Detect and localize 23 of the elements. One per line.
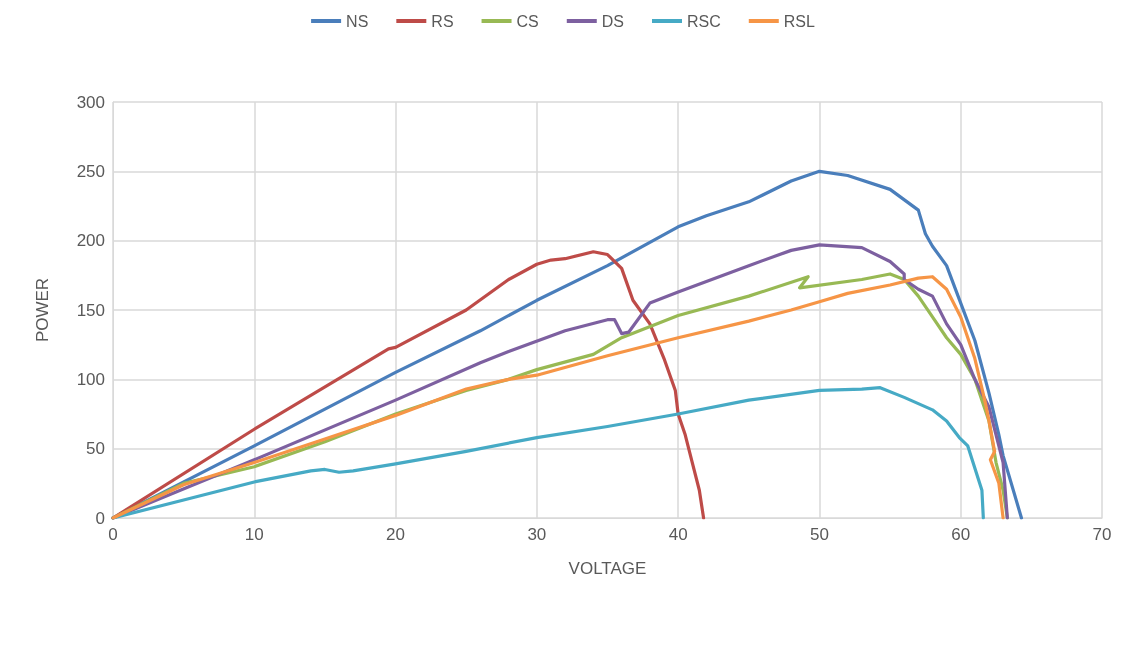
y-tick-label: 150 — [76, 300, 105, 320]
x-axis-title: VOLTAGE — [568, 559, 647, 578]
y-tick-label: 50 — [86, 439, 105, 459]
legend-label: RSL — [783, 12, 816, 30]
legend-label: RS — [431, 12, 454, 30]
x-tick-label: 70 — [1092, 525, 1112, 544]
x-tick-label: 60 — [951, 525, 971, 544]
legend-label: CS — [516, 12, 539, 30]
x-tick-label: 10 — [244, 525, 264, 544]
y-tick-label: 250 — [76, 161, 105, 181]
x-tick-label: 30 — [527, 525, 547, 544]
legend-label: DS — [601, 12, 625, 30]
legend-label: RSC — [687, 12, 721, 30]
y-axis-title: POWER — [33, 277, 52, 343]
y-tick-label: 0 — [95, 508, 105, 528]
legend-label: NS — [346, 12, 369, 30]
y-tick-label: 100 — [76, 369, 105, 389]
x-tick-label: 20 — [386, 525, 406, 544]
x-tick-label: 40 — [668, 525, 688, 544]
y-tick-label: 200 — [76, 231, 105, 251]
x-tick-label: 0 — [108, 525, 118, 544]
x-tick-label: 50 — [809, 525, 829, 544]
y-tick-label: 300 — [76, 92, 105, 112]
